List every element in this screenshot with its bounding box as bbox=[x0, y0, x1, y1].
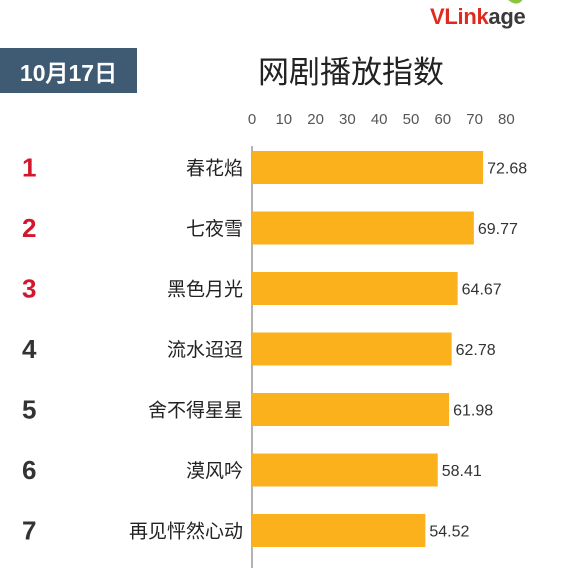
bar bbox=[252, 393, 450, 426]
x-tick-label: 80 bbox=[498, 111, 515, 128]
data-label: 54.52 bbox=[429, 524, 469, 541]
rank-number: 1 bbox=[22, 153, 36, 183]
x-tick-label: 30 bbox=[339, 111, 356, 128]
category-label: 漠风吟 bbox=[186, 460, 243, 482]
x-tick-label: 40 bbox=[371, 111, 388, 128]
logo-text-part1: VLink bbox=[430, 4, 489, 29]
bar bbox=[252, 514, 426, 547]
bar bbox=[252, 272, 458, 305]
bar bbox=[252, 332, 452, 366]
category-label: 再见怦然心动 bbox=[129, 521, 243, 543]
rank-number: 7 bbox=[22, 516, 36, 546]
category-label: 春花焰 bbox=[186, 158, 243, 180]
data-label: 58.41 bbox=[442, 463, 482, 480]
logo-text: VLinkage bbox=[430, 4, 526, 30]
x-tick-label: 70 bbox=[466, 111, 483, 128]
x-tick-label: 0 bbox=[248, 111, 256, 128]
chart-title: 网剧播放指数 bbox=[258, 55, 444, 91]
data-label: 62.78 bbox=[456, 342, 496, 359]
date-badge: 10月17日 bbox=[0, 48, 137, 93]
x-tick-label: 20 bbox=[307, 111, 324, 128]
bar bbox=[252, 151, 484, 184]
rank-number: 3 bbox=[22, 274, 36, 304]
rank-number: 6 bbox=[22, 455, 36, 485]
category-label: 七夜雪 bbox=[186, 218, 243, 240]
data-label: 64.67 bbox=[462, 282, 502, 299]
bar bbox=[252, 211, 474, 245]
x-tick-label: 50 bbox=[403, 111, 420, 128]
data-label: 61.98 bbox=[453, 403, 493, 420]
data-label: 72.68 bbox=[487, 161, 527, 178]
category-label: 流水迢迢 bbox=[167, 339, 243, 361]
rank-number: 4 bbox=[22, 334, 37, 364]
category-label: 黑色月光 bbox=[167, 279, 243, 301]
vlinkage-logo: VLinkage bbox=[424, 0, 561, 34]
bar bbox=[252, 453, 438, 487]
rank-number: 5 bbox=[22, 395, 36, 425]
x-tick-label: 10 bbox=[275, 111, 292, 128]
logo-text-part2: age bbox=[488, 4, 526, 29]
category-label: 舍不得星星 bbox=[148, 400, 243, 422]
x-tick-label: 60 bbox=[434, 111, 451, 128]
rank-number: 2 bbox=[22, 213, 36, 243]
data-label: 69.77 bbox=[478, 221, 518, 238]
